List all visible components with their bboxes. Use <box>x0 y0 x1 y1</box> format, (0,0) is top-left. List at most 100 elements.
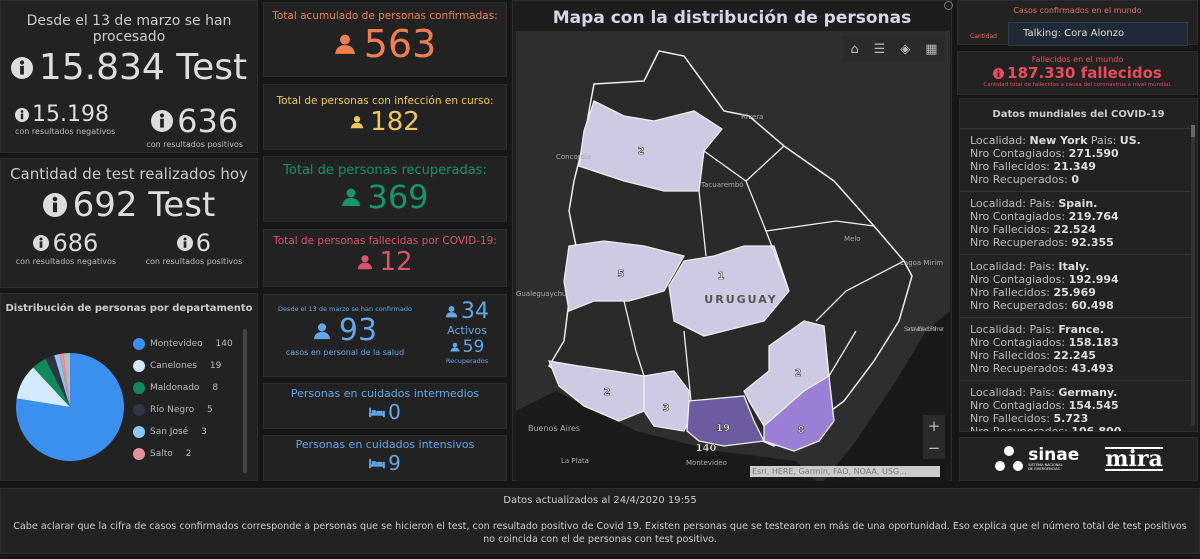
world-list-title: Datos mundiales del COVID-19 <box>992 109 1165 120</box>
person-icon <box>341 187 361 207</box>
footer-note: Cabe aclarar que la cifra de casos confi… <box>13 521 1187 545</box>
home-icon[interactable]: ⌂ <box>850 41 859 57</box>
legend-item[interactable]: Río Negro 5 <box>133 399 233 421</box>
zoom-in-button[interactable]: + <box>927 417 941 435</box>
person-icon <box>350 115 364 129</box>
region-count[interactable]: 5 <box>617 269 625 281</box>
region-count[interactable]: 140 <box>695 443 717 455</box>
fullscreen-icon[interactable] <box>944 1 953 10</box>
region-count[interactable]: 1 <box>717 271 725 283</box>
basemap-icon[interactable]: ▦ <box>925 41 938 57</box>
updated-timestamp: Datos actualizados al 24/4/2020 19:55 <box>503 495 697 506</box>
cont-value: 154.545 <box>1068 399 1119 412</box>
place-label: Lagoa Mirim <box>900 259 943 267</box>
list-scrollbar[interactable] <box>1191 125 1195 425</box>
field-label: Nro Fallecidos: <box>970 160 1050 173</box>
field-label: Nro Recuperados: <box>970 362 1068 375</box>
place-label: La Plata <box>561 457 589 465</box>
legend-item[interactable]: Salto 2 <box>133 443 233 465</box>
place-label: Buenos Aires <box>528 424 580 433</box>
recovered-value: 369 <box>367 178 429 216</box>
today-total: 692 Test <box>72 185 216 225</box>
legend-icon[interactable]: ☰ <box>873 41 886 57</box>
region-count[interactable]: 2 <box>794 368 802 380</box>
pie-slice[interactable] <box>15 353 125 461</box>
legend-label: Maldonado <box>150 383 200 393</box>
field-label: Pais: <box>1029 260 1055 273</box>
field-label: Nro Contagiados: <box>970 273 1066 286</box>
legend-value: 8 <box>212 383 219 393</box>
pie-slice[interactable] <box>16 367 71 407</box>
region-count[interactable]: 8 <box>797 425 805 437</box>
negative-label: con resultados negativos <box>15 127 116 136</box>
legend-item[interactable]: Canelones 19 <box>133 355 233 377</box>
info-icon <box>43 193 67 217</box>
rec-value: 43.493 <box>1071 362 1114 375</box>
world-list-item[interactable]: Localidad: Pais: Italy. Nro Contagiados: … <box>960 255 1192 318</box>
legend-item[interactable]: San José 3 <box>133 421 233 443</box>
pie-slice[interactable] <box>63 353 70 407</box>
field-label: Pais: <box>1029 197 1055 210</box>
pie-slice[interactable] <box>45 355 70 407</box>
region-count[interactable]: 19 <box>716 423 731 435</box>
field-label: Pais: <box>1029 323 1055 336</box>
pie-slice[interactable] <box>33 358 70 407</box>
info-icon <box>33 235 49 251</box>
region-count[interactable]: 3 <box>662 403 670 415</box>
pie-slice[interactable] <box>59 353 70 407</box>
country: France. <box>1058 323 1105 336</box>
tests-panel: Desde el 13 de marzo se han procesado 15… <box>0 0 258 153</box>
world-list-item[interactable]: Localidad: Pais: Germany. Nro Contagiados… <box>960 381 1192 432</box>
country: Germany. <box>1058 386 1118 399</box>
confirmed-label: Total acumulado de personas confirmadas: <box>272 10 498 22</box>
tests-positive: 636 <box>177 102 239 140</box>
legend-swatch <box>133 338 145 350</box>
field-label: Nro Recuperados: <box>970 425 1068 432</box>
person-icon <box>357 254 373 270</box>
deceased-label: Total de personas fallecidas por COVID-1… <box>273 235 497 247</box>
rec-value: 106.800 <box>1071 425 1122 432</box>
pie-legend: Montevideo 140 Canelones 19 Maldonado 8 Río… <box>133 333 233 473</box>
pie-chart[interactable] <box>15 352 125 462</box>
map-attribution[interactable]: Esri, HERE, Garmin, FAO, NOAA, USG... <box>750 466 940 477</box>
sinae-logo: sinae SISTEMA NACIONAL DE EMERGENCIAS <box>994 445 1079 473</box>
field-label: Localidad: <box>970 323 1026 336</box>
legend-item[interactable]: Montevideo 140 <box>133 333 233 355</box>
recovered-label: Recuperados <box>445 357 489 365</box>
field-label: Nro Fallecidos: <box>970 412 1050 425</box>
place-label: Gualeguaychú <box>516 290 566 298</box>
positive-label: con resultados positivos <box>145 257 243 266</box>
world-list-item[interactable]: Localidad: Pais: France. Nro Contagiados:… <box>960 318 1192 381</box>
legend-value: 3 <box>201 427 207 437</box>
pie-slice[interactable] <box>54 354 70 407</box>
world-cases-label: Casos confirmados en el mundo <box>1013 6 1142 15</box>
legend-scrollbar[interactable] <box>243 329 247 473</box>
zoom-out-button[interactable]: − <box>927 439 941 457</box>
layers-icon[interactable]: ◈ <box>900 41 911 57</box>
map-view[interactable]: 2 5 1 2 3 19 2 8 140 URUGUAY Concordia R… <box>516 31 950 481</box>
rec-value: 92.355 <box>1071 236 1114 249</box>
place-label: Santa Vitória do Palmar <box>904 326 945 333</box>
today-title: Cantidad de test realizados hoy <box>10 165 248 183</box>
field-label: Nro Recuperados: <box>970 236 1068 249</box>
world-list-item[interactable]: Localidad: Pais: Spain. Nro Contagiados: … <box>960 192 1192 255</box>
today-positive: 6 <box>195 229 212 257</box>
map-title: Mapa con la distribución de personas <box>552 8 912 28</box>
region-count[interactable]: 2 <box>637 146 645 158</box>
cont-value: 158.183 <box>1068 336 1119 349</box>
field-label: Pais: <box>1029 386 1055 399</box>
person-icon <box>334 33 356 55</box>
world-deaths-value: 187.330 fallecidos <box>1007 64 1162 82</box>
info-icon <box>15 108 29 122</box>
rec-value: 60.498 <box>1071 299 1114 312</box>
field-label: Nro Fallecidos: <box>970 349 1050 362</box>
legend-item[interactable]: Maldonado 8 <box>133 377 233 399</box>
region-count[interactable]: 2 <box>603 387 611 399</box>
world-cases-sub: Cantidad <box>970 33 997 40</box>
map-panel: Mapa con la distribución de personas 2 5… <box>512 0 953 481</box>
world-list-item[interactable]: Localidad: New York Pais: US. Nro Contagi… <box>960 129 1192 192</box>
legend-label: San José <box>150 427 189 437</box>
legend-label: Salto <box>150 449 173 459</box>
cont-value: 219.764 <box>1068 210 1119 223</box>
deceased-value: 12 <box>379 247 413 277</box>
